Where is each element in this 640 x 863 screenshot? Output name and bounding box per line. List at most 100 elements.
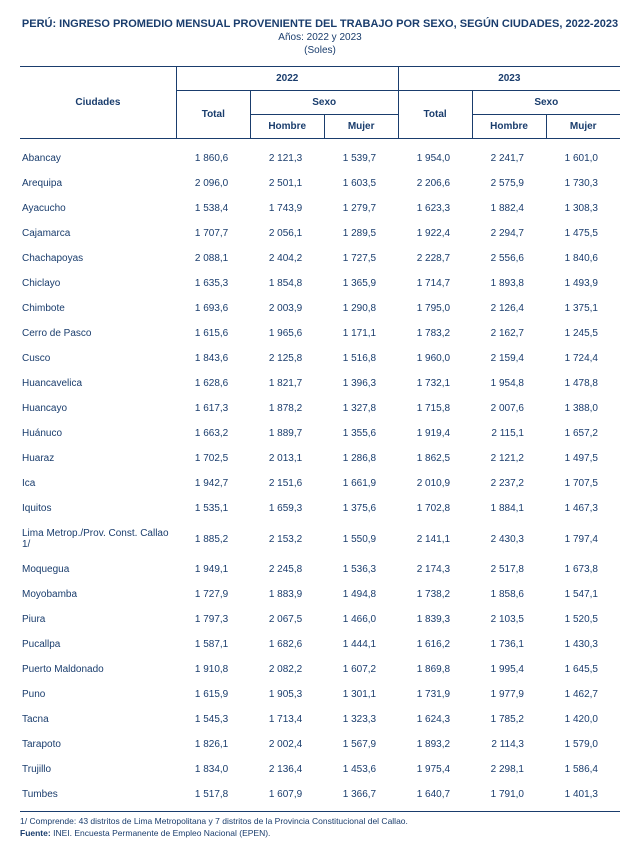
value-cell: 1 616,2 [398,632,472,657]
city-cell: Moquegua [20,557,176,582]
value-cell: 1 171,1 [324,321,398,346]
table-row: Tarapoto1 826,12 002,41 567,91 893,22 11… [20,732,620,757]
col-sexo-2023: Sexo [472,91,620,115]
value-cell: 1 732,1 [398,371,472,396]
source: Fuente: INEI. Encuesta Permanente de Emp… [20,828,620,840]
value-cell: 1 536,3 [324,557,398,582]
city-cell: Chimbote [20,296,176,321]
value-cell: 2 007,6 [472,396,546,421]
value-cell: 1 607,9 [250,782,324,807]
value-cell: 2 430,3 [472,521,546,557]
value-cell: 1 834,0 [176,757,250,782]
value-cell: 1 475,5 [546,221,620,246]
col-mujer-2023: Mujer [546,115,620,139]
value-cell: 1 517,8 [176,782,250,807]
city-cell: Huánuco [20,421,176,446]
value-cell: 1 323,3 [324,707,398,732]
col-hombre-2023: Hombre [472,115,546,139]
value-cell: 1 795,0 [398,296,472,321]
source-label: Fuente: [20,828,51,838]
value-cell: 1 663,2 [176,421,250,446]
value-cell: 1 466,0 [324,607,398,632]
value-cell: 2 159,4 [472,346,546,371]
value-cell: 2 294,7 [472,221,546,246]
col-hombre-2022: Hombre [250,115,324,139]
table-row: Huancayo1 617,31 878,21 327,81 715,82 00… [20,396,620,421]
value-cell: 1 545,3 [176,707,250,732]
value-cell: 1 494,8 [324,582,398,607]
city-cell: Cerro de Pasco [20,321,176,346]
value-cell: 1 702,8 [398,496,472,521]
city-cell: Tacna [20,707,176,732]
value-cell: 1 783,2 [398,321,472,346]
value-cell: 1 885,2 [176,521,250,557]
value-cell: 1 462,7 [546,682,620,707]
table-row: Ayacucho1 538,41 743,91 279,71 623,31 88… [20,196,620,221]
value-cell: 1 785,2 [472,707,546,732]
table-row: Puno1 615,91 905,31 301,11 731,91 977,91… [20,682,620,707]
value-cell: 1 922,4 [398,221,472,246]
income-table: Ciudades 2022 2023 Total Sexo Total Sexo… [20,66,620,807]
value-cell: 1 375,1 [546,296,620,321]
table-row: Puerto Maldonado1 910,82 082,21 607,21 8… [20,657,620,682]
value-cell: 1 539,7 [324,139,398,172]
value-cell: 1 826,1 [176,732,250,757]
city-cell: Moyobamba [20,582,176,607]
value-cell: 1 661,9 [324,471,398,496]
title-block: PERÚ: INGRESO PROMEDIO MENSUAL PROVENIEN… [20,18,620,56]
table-row: Arequipa2 096,02 501,11 603,52 206,62 57… [20,171,620,196]
value-cell: 2 115,1 [472,421,546,446]
value-cell: 1 355,6 [324,421,398,446]
value-cell: 1 430,3 [546,632,620,657]
value-cell: 2 136,4 [250,757,324,782]
city-cell: Huancayo [20,396,176,421]
value-cell: 1 713,4 [250,707,324,732]
city-cell: Cusco [20,346,176,371]
value-cell: 1 893,8 [472,271,546,296]
col-2022: 2022 [176,67,398,91]
value-cell: 1 478,8 [546,371,620,396]
value-cell: 1 401,3 [546,782,620,807]
value-cell: 2 126,4 [472,296,546,321]
value-cell: 2 096,0 [176,171,250,196]
value-cell: 1 743,9 [250,196,324,221]
value-cell: 2 010,9 [398,471,472,496]
value-cell: 2 575,9 [472,171,546,196]
value-cell: 1 301,1 [324,682,398,707]
city-cell: Arequipa [20,171,176,196]
value-cell: 2 206,6 [398,171,472,196]
value-cell: 1 535,1 [176,496,250,521]
value-cell: 1 467,3 [546,496,620,521]
value-cell: 1 290,8 [324,296,398,321]
value-cell: 1 366,7 [324,782,398,807]
value-cell: 1 444,1 [324,632,398,657]
value-cell: 1 707,7 [176,221,250,246]
value-cell: 2 228,7 [398,246,472,271]
city-cell: Trujillo [20,757,176,782]
value-cell: 2 298,1 [472,757,546,782]
value-cell: 2 103,5 [472,607,546,632]
value-cell: 1 942,7 [176,471,250,496]
col-2023: 2023 [398,67,620,91]
table-row: Ica1 942,72 151,61 661,92 010,92 237,21 … [20,471,620,496]
value-cell: 1 289,5 [324,221,398,246]
value-cell: 2 174,3 [398,557,472,582]
source-text: INEI. Encuesta Permanente de Empleo Naci… [53,828,270,838]
table-row: Moquegua1 949,12 245,81 536,32 174,32 51… [20,557,620,582]
value-cell: 1 286,8 [324,446,398,471]
value-cell: 1 730,3 [546,171,620,196]
value-cell: 1 860,6 [176,139,250,172]
value-cell: 1 396,3 [324,371,398,396]
value-cell: 2 114,3 [472,732,546,757]
value-cell: 1 659,3 [250,496,324,521]
city-cell: Tumbes [20,782,176,807]
value-cell: 2 013,1 [250,446,324,471]
unit-line: (Soles) [20,45,620,56]
city-cell: Lima Metrop./Prov. Const. Callao 1/ [20,521,176,557]
value-cell: 1 949,1 [176,557,250,582]
value-cell: 2 056,1 [250,221,324,246]
value-cell: 1 279,7 [324,196,398,221]
value-cell: 1 738,2 [398,582,472,607]
table-row: Cusco1 843,62 125,81 516,81 960,02 159,4… [20,346,620,371]
value-cell: 1 797,4 [546,521,620,557]
